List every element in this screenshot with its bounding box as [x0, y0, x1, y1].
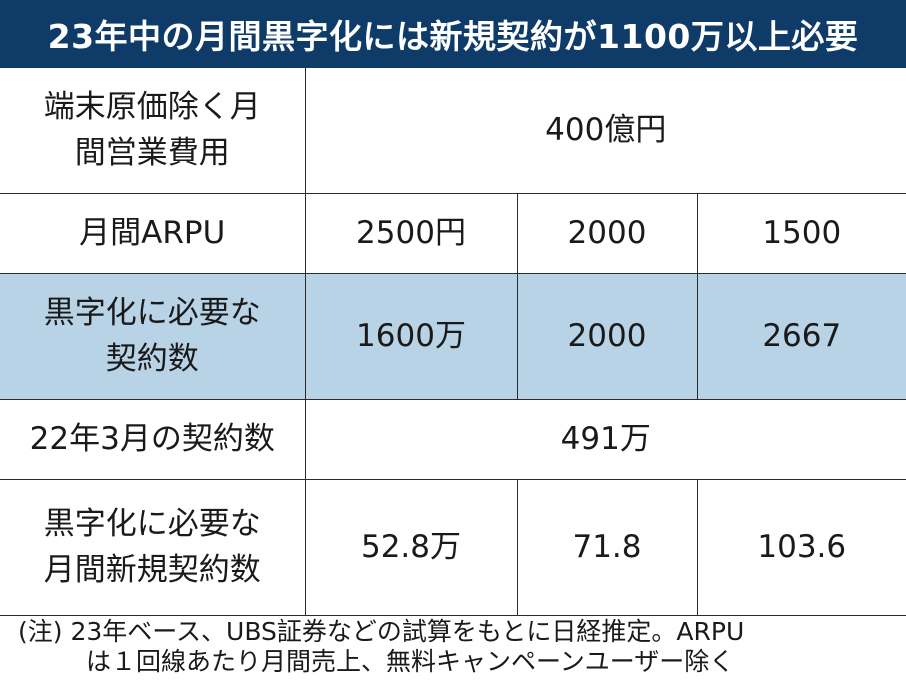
- cell-required-contracts: 1600万: [304, 272, 518, 400]
- cell-monthly-new-contracts: 103.6: [696, 478, 906, 616]
- row-label-required-contracts: 黒字化に必要な契約数: [0, 272, 306, 400]
- data-table: 端末原価除く月間営業費用 400億円 月間ARPU 2500円 2000 150…: [0, 68, 906, 616]
- cell-arpu: 1500: [696, 192, 906, 274]
- row-label-monthly-new-contracts: 黒字化に必要な月間新規契約数: [0, 478, 306, 616]
- cell-arpu: 2500円: [304, 192, 518, 274]
- table-row-highlighted: 黒字化に必要な契約数 1600万 2000 2667: [0, 272, 906, 400]
- footnote-line-2: は１回線あたり月間売上、無料キャンペーンユーザー除く: [86, 647, 735, 676]
- cell-current-contracts: 491万: [304, 398, 906, 480]
- row-label-current-contracts: 22年3月の契約数: [0, 398, 306, 480]
- footnote-line-1: (注) 23年ベース、UBS証券などの試算をもとに日経推定。ARPU: [18, 617, 745, 646]
- cell-arpu: 2000: [516, 192, 698, 274]
- row-label-arpu: 月間ARPU: [0, 192, 306, 274]
- table-row: 22年3月の契約数 491万: [0, 398, 906, 480]
- cell-monthly-new-contracts: 71.8: [516, 478, 698, 616]
- table-title: 23年中の月間黒字化には新規契約が1100万以上必要: [0, 0, 906, 68]
- footnote: (注) 23年ベース、UBS証券などの試算をもとに日経推定。ARPU は１回線あ…: [18, 617, 898, 677]
- table-row: 端末原価除く月間営業費用 400億円: [0, 68, 906, 194]
- cell-operating-cost: 400億円: [304, 68, 906, 194]
- cell-required-contracts: 2667: [696, 272, 906, 400]
- table-row: 黒字化に必要な月間新規契約数 52.8万 71.8 103.6: [0, 478, 906, 616]
- row-label-operating-cost: 端末原価除く月間営業費用: [0, 68, 306, 194]
- table-row: 月間ARPU 2500円 2000 1500: [0, 192, 906, 274]
- cell-monthly-new-contracts: 52.8万: [304, 478, 518, 616]
- cell-required-contracts: 2000: [516, 272, 698, 400]
